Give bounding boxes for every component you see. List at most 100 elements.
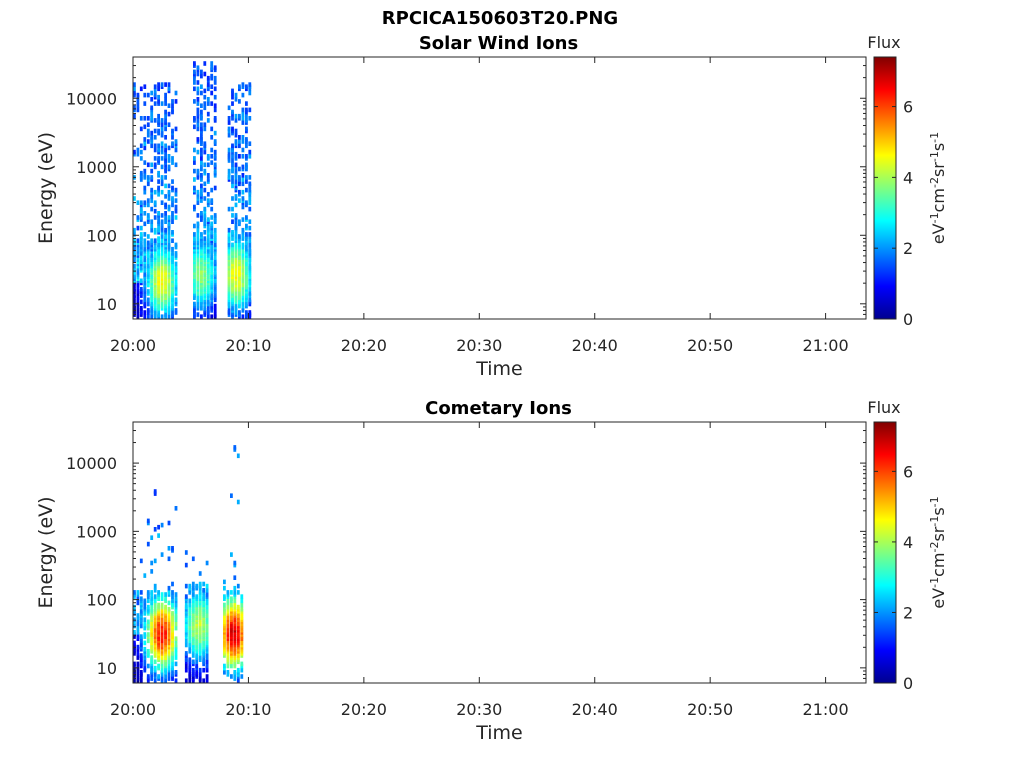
heatmap-cell xyxy=(196,312,200,317)
y-tick-label: 10000 xyxy=(66,454,117,473)
heatmap-cell xyxy=(174,215,178,220)
heatmap-cell xyxy=(174,192,178,197)
heatmap-cell xyxy=(174,208,178,214)
heatmap-cell xyxy=(143,297,147,303)
heatmap-cell xyxy=(223,585,226,591)
heatmap-cell xyxy=(206,238,210,243)
heatmap-cell xyxy=(203,187,207,193)
colorbar-tick-label: 0 xyxy=(903,674,913,693)
heatmap-cell xyxy=(248,232,252,237)
heatmap-cell xyxy=(206,162,210,168)
heatmap-cell xyxy=(143,92,147,98)
heatmap-cell xyxy=(157,143,160,149)
heatmap-cell xyxy=(231,101,234,106)
heatmap-cell xyxy=(227,168,231,174)
heatmap-cell xyxy=(241,147,245,153)
heatmap-cell xyxy=(233,585,237,591)
heatmap-cell xyxy=(167,154,171,159)
heatmap-cell xyxy=(248,287,252,292)
heatmap-cell xyxy=(206,97,210,102)
heatmap-cell xyxy=(136,621,140,627)
heatmap-cell xyxy=(241,314,245,319)
heatmap-cell xyxy=(160,200,164,205)
heatmap-cell xyxy=(202,594,206,599)
x-tick-label: 21:00 xyxy=(803,700,849,719)
heatmap-cell xyxy=(240,674,244,679)
heatmap-cell xyxy=(150,596,154,601)
heatmap-cell xyxy=(223,606,226,612)
heatmap-cell xyxy=(143,185,147,191)
heatmap-cell xyxy=(143,632,147,637)
x-tick-label: 20:00 xyxy=(110,700,156,719)
heatmap-cell xyxy=(210,126,214,132)
heatmap-cell xyxy=(153,588,157,593)
heatmap-cell xyxy=(231,196,234,201)
heatmap-cell xyxy=(193,147,196,153)
heatmap-cell xyxy=(143,598,147,604)
heatmap-cell xyxy=(171,103,174,108)
heatmap-cell xyxy=(136,312,140,317)
heatmap-cell xyxy=(213,168,217,174)
heatmap-cell xyxy=(227,227,231,233)
heatmap-cell xyxy=(174,265,178,271)
heatmap-cell xyxy=(248,116,252,121)
heatmap-cell xyxy=(174,661,178,667)
heatmap-cell xyxy=(200,156,203,161)
heatmap-cell xyxy=(150,219,154,224)
heatmap-cell xyxy=(146,314,150,319)
heatmap-cell xyxy=(171,128,174,134)
heatmap-cell xyxy=(164,109,167,115)
heatmap-cell xyxy=(139,299,143,305)
heatmap-cell xyxy=(234,128,238,134)
heatmap-cell xyxy=(171,156,174,161)
heatmap-cell xyxy=(139,623,143,629)
heatmap-cell xyxy=(210,84,214,89)
heatmap-cell xyxy=(139,225,143,231)
unit-symbol: s xyxy=(929,507,948,515)
heatmap-cell xyxy=(205,588,209,593)
heatmap-cell xyxy=(231,179,234,184)
heatmap-cell xyxy=(234,151,238,157)
heatmap-cell xyxy=(227,105,231,111)
heatmap-cell xyxy=(157,211,160,216)
heatmap-cell xyxy=(210,147,214,153)
heatmap-cell xyxy=(238,219,241,224)
heatmap-cell xyxy=(153,558,157,564)
heatmap-cell xyxy=(167,145,171,151)
heatmap-cell xyxy=(241,249,245,254)
heatmap-cell xyxy=(188,649,192,654)
heatmap-cell xyxy=(202,581,206,587)
heatmap-cell xyxy=(238,143,241,149)
heatmap-cell xyxy=(174,655,178,660)
heatmap-cell xyxy=(167,672,171,677)
heatmap-cell xyxy=(236,678,240,683)
heatmap-cell xyxy=(160,522,164,528)
heatmap-cell xyxy=(146,175,150,180)
heatmap-cell xyxy=(236,499,240,505)
heatmap-cell xyxy=(193,160,196,165)
heatmap-cell xyxy=(143,116,147,121)
heatmap-cell xyxy=(143,573,147,578)
heatmap-cell xyxy=(157,99,160,104)
heatmap-cell xyxy=(150,187,154,193)
heatmap-cell xyxy=(143,124,147,130)
heatmap-cell xyxy=(171,211,174,216)
heatmap-cell xyxy=(143,621,147,627)
heatmap-cell xyxy=(245,101,248,106)
heatmap-cell xyxy=(167,158,171,163)
heatmap-cell xyxy=(196,65,200,70)
heatmap-cell xyxy=(139,609,143,614)
heatmap-cell xyxy=(200,103,203,108)
heatmap-cell xyxy=(213,130,217,136)
heatmap-cell xyxy=(150,105,154,111)
heatmap-cell xyxy=(227,126,231,132)
heatmap-cell xyxy=(153,238,157,243)
heatmap-cell xyxy=(164,219,167,224)
heatmap-cell xyxy=(150,130,154,136)
heatmap-cell xyxy=(213,259,217,265)
heatmap-cell xyxy=(245,118,248,123)
heatmap-cell xyxy=(245,154,248,159)
heatmap-cell xyxy=(153,527,157,532)
heatmap-cell xyxy=(139,287,143,292)
